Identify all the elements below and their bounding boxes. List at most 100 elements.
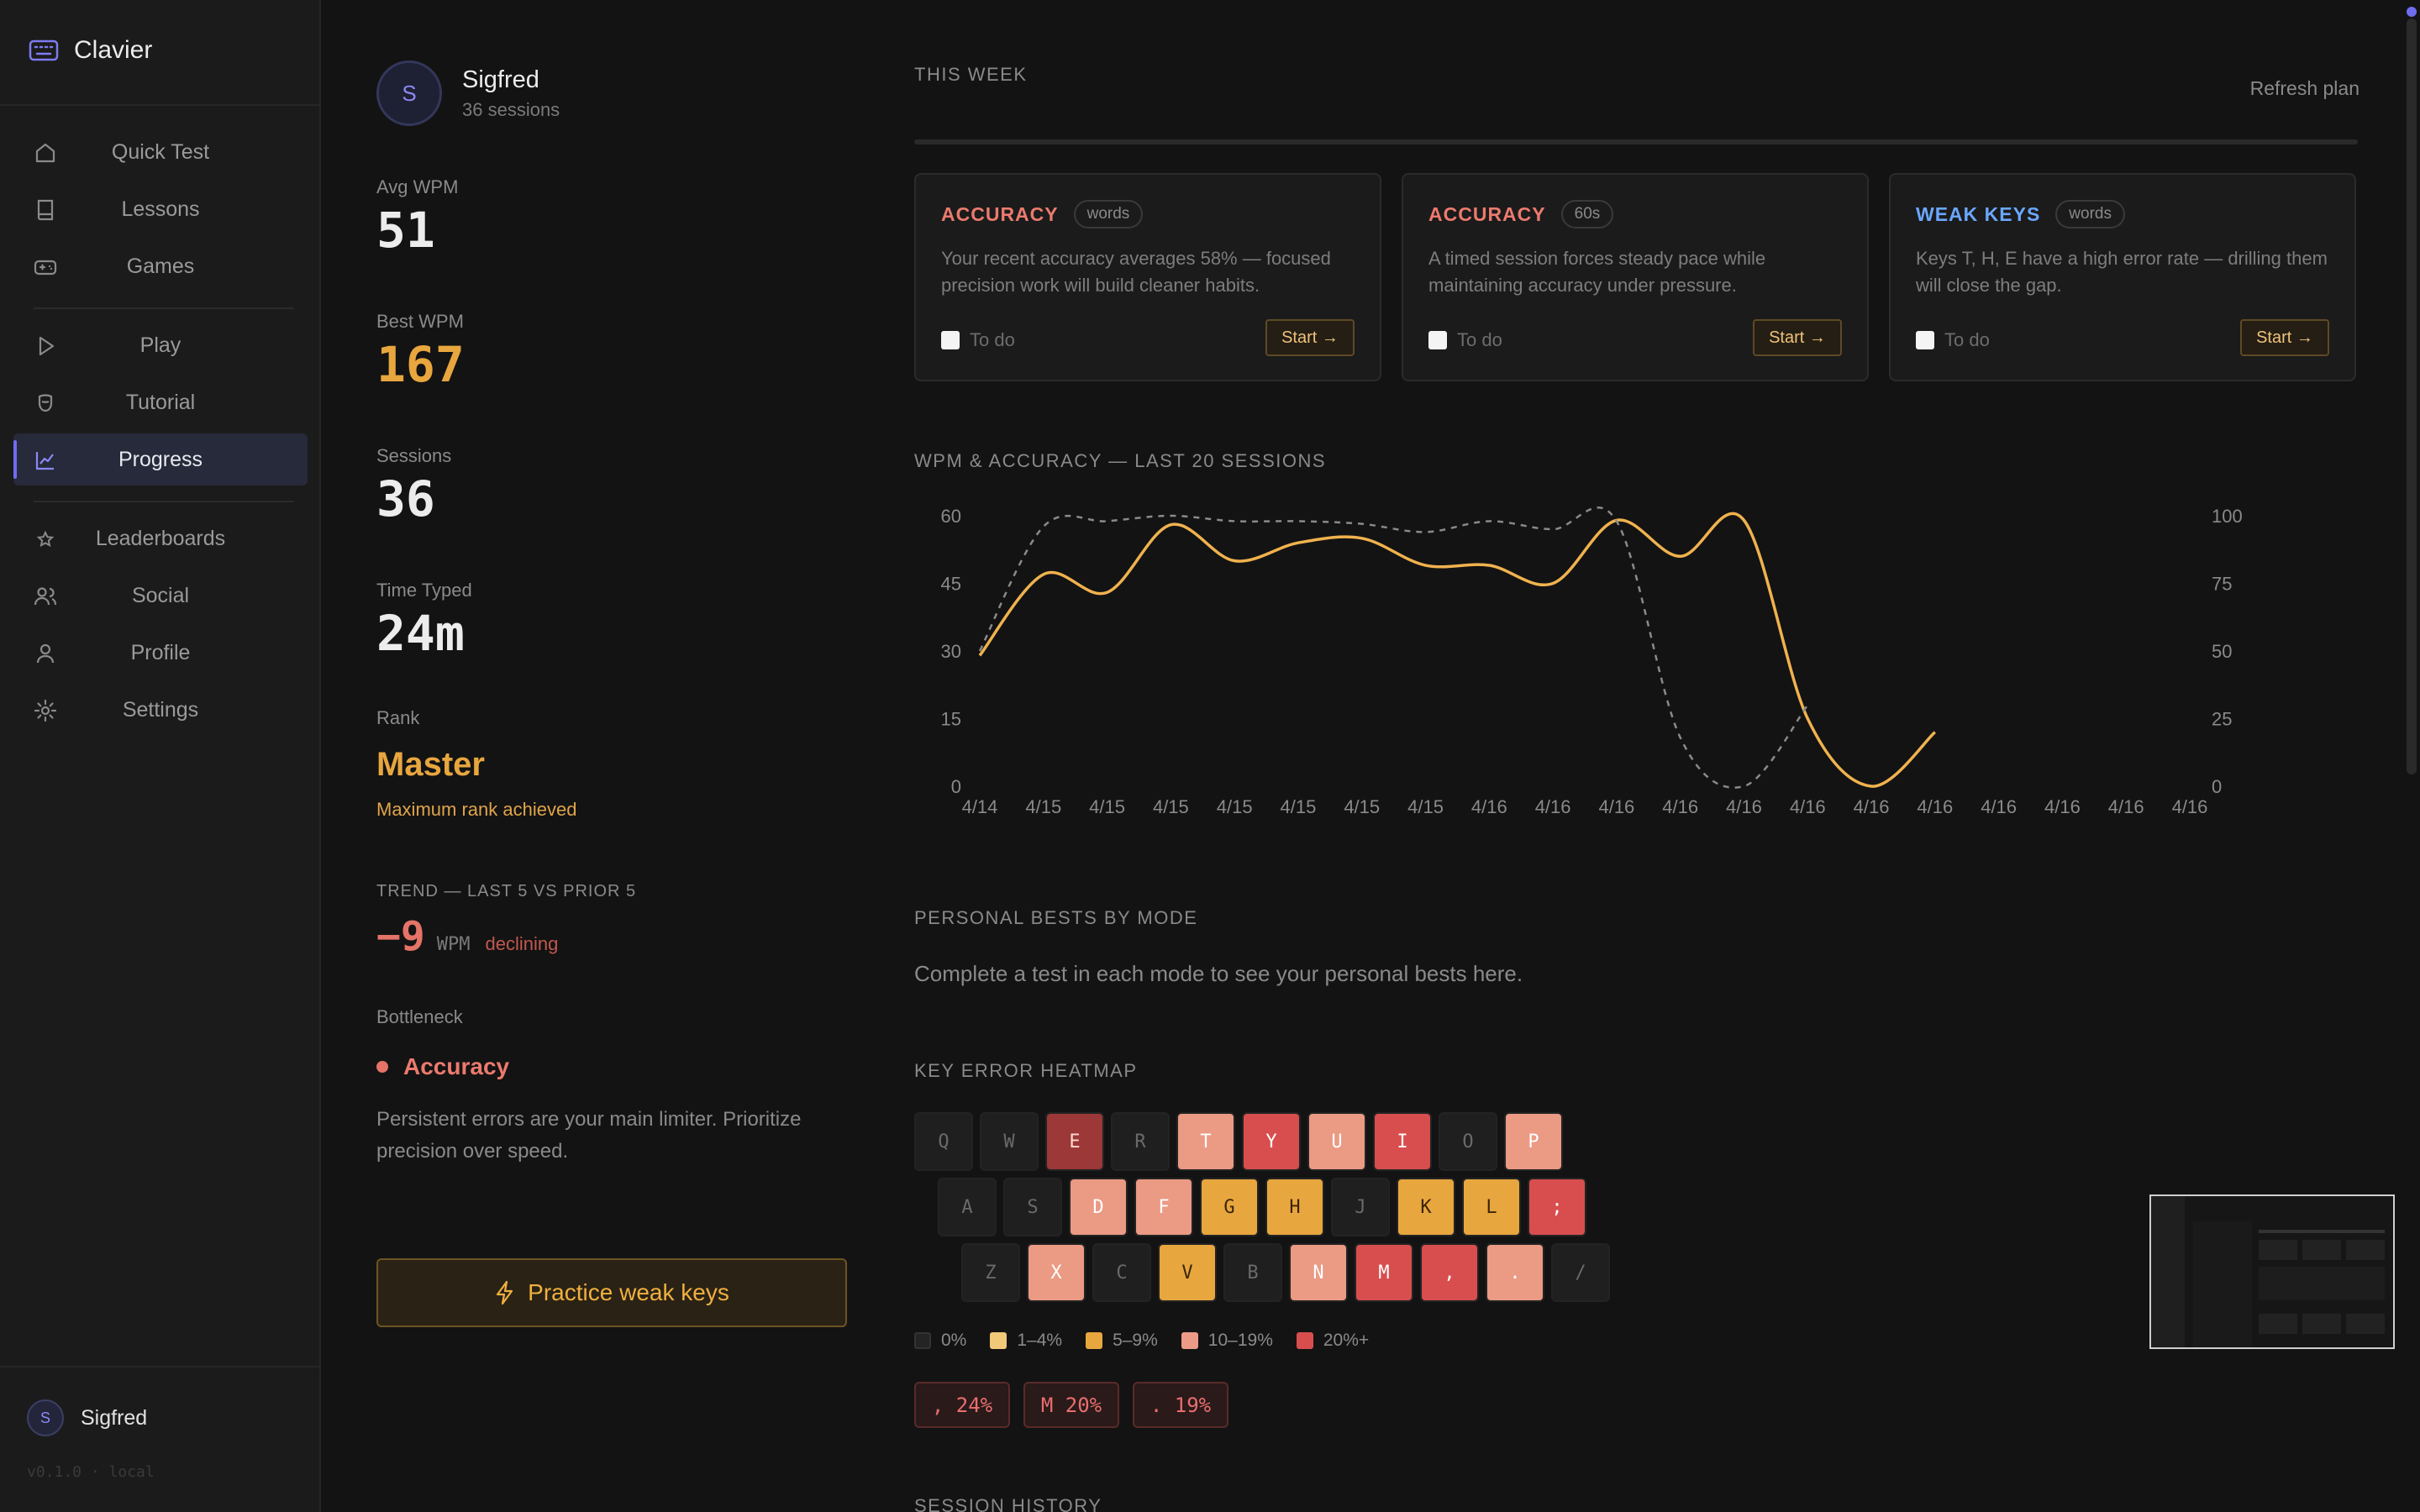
heatmap-key: R xyxy=(1111,1112,1170,1171)
x-tick-label: 4/16 xyxy=(1790,796,1826,817)
legend-label: 1–4% xyxy=(1017,1331,1063,1350)
stat-sessions: Sessions 36 xyxy=(376,445,451,528)
nav-item-tutorial[interactable]: Tutorial xyxy=(13,376,308,428)
divider xyxy=(0,1366,319,1368)
card-kind: ACCURACY xyxy=(941,202,1059,225)
mode-chip: words xyxy=(2055,200,2125,228)
legend-item: 0% xyxy=(914,1331,966,1351)
gear-icon xyxy=(34,699,57,722)
chart-line-icon xyxy=(35,452,54,470)
chart-title: WPM & ACCURACY — LAST 20 SESSIONS xyxy=(914,450,1327,471)
nav-item-social[interactable]: Social xyxy=(13,570,308,622)
mode-chip: words xyxy=(1073,200,1144,228)
trend-label: TREND — LAST 5 VS PRIOR 5 xyxy=(376,882,637,900)
plan-card: ACCURACY 60s A timed session forces stea… xyxy=(1402,173,1869,381)
plan-card: WEAK KEYS words Keys T, H, E have a high… xyxy=(1889,173,2356,381)
todo-toggle[interactable]: To do xyxy=(1428,329,1502,351)
nav-item-play[interactable]: Play xyxy=(13,319,308,371)
x-tick-label: 4/15 xyxy=(1281,796,1317,817)
legend-label: 5–9% xyxy=(1113,1331,1158,1350)
nav-label: Quick Test xyxy=(111,139,210,164)
start-button[interactable]: Start → xyxy=(2240,319,2329,356)
chart-svg: 0 15 30 45 60 0 25 50 75 100 4/14 4/15 4/15 4/15 4/15 4… xyxy=(941,506,2243,817)
nav-label: Games xyxy=(126,254,195,278)
nav-label: Leaderboards xyxy=(95,526,226,550)
heatmap-key: V xyxy=(1158,1243,1217,1302)
rank-sub: Maximum rank achieved xyxy=(376,799,577,820)
nav-item-quick-test[interactable]: Quick Test xyxy=(13,126,308,178)
y-left-tick-label: 15 xyxy=(941,709,961,730)
x-tick-label: 4/15 xyxy=(1217,796,1253,817)
scrollbar[interactable] xyxy=(2407,18,2417,774)
todo-checkbox[interactable] xyxy=(1428,331,1447,349)
x-tick-label: 4/16 xyxy=(1917,796,1953,817)
todo-label: To do xyxy=(1457,329,1502,350)
refresh-plan-button[interactable]: Refresh plan xyxy=(2249,77,2360,99)
wpm-accuracy-chart: 0 15 30 45 60 0 25 50 75 100 4/14 4/15 4/15 4/15 4/15 4… xyxy=(914,496,2358,840)
nav-item-games[interactable]: Games xyxy=(13,240,308,292)
todo-toggle[interactable]: To do xyxy=(1916,329,1990,351)
heatmap-key: W xyxy=(980,1112,1039,1171)
start-button[interactable]: Start → xyxy=(1265,319,1355,356)
start-button[interactable]: Start → xyxy=(1753,319,1842,356)
y-right-tick-label: 0 xyxy=(2212,776,2222,797)
todo-label: To do xyxy=(1944,329,1990,350)
trend-word: declining xyxy=(485,933,559,954)
x-tick-label: 4/16 xyxy=(1471,796,1507,817)
y-left-tick-label: 0 xyxy=(951,776,961,797)
legend-item: 5–9% xyxy=(1086,1331,1158,1351)
practice-weak-keys-button[interactable]: Practice weak keys xyxy=(376,1258,847,1327)
heatmap-key: J xyxy=(1331,1178,1390,1236)
home-icon xyxy=(35,143,55,163)
bottleneck-dot xyxy=(376,1061,388,1073)
stat-rank: Rank Master Maximum rank achieved xyxy=(376,707,576,821)
nav-item-leaderboards[interactable]: Leaderboards xyxy=(13,512,308,564)
nav-label: Settings xyxy=(122,697,199,722)
nav-item-profile[interactable]: Profile xyxy=(13,627,308,679)
heatmap-key: I xyxy=(1373,1112,1432,1171)
week-progress-bar xyxy=(914,139,2358,144)
session-count: 36 sessions xyxy=(462,98,560,120)
version-label: v0.1.0 · local xyxy=(27,1463,155,1481)
worst-key-badge: M 20% xyxy=(1023,1382,1119,1428)
heatmap-key: G xyxy=(1200,1178,1259,1236)
card-description: Your recent accuracy averages 58% — focu… xyxy=(941,248,1331,296)
heatmap-key: B xyxy=(1223,1243,1282,1302)
x-tick-label: 4/16 xyxy=(1726,796,1762,817)
wpm-series-line xyxy=(978,512,1937,788)
status-dot xyxy=(2407,7,2417,17)
nav-divider xyxy=(34,307,294,309)
todo-toggle[interactable]: To do xyxy=(941,329,1015,351)
user-icon xyxy=(36,643,55,664)
gamepad-icon xyxy=(34,260,57,276)
brand[interactable]: Clavier xyxy=(29,34,152,67)
todo-checkbox[interactable] xyxy=(1916,331,1934,349)
nav-item-lessons[interactable]: Lessons xyxy=(13,183,308,235)
page-minimap[interactable] xyxy=(2149,1194,2395,1349)
legend-swatch xyxy=(990,1332,1007,1349)
heatmap-key: N xyxy=(1289,1243,1348,1302)
x-tick-label: 4/16 xyxy=(1662,796,1698,817)
book-icon xyxy=(37,199,54,221)
y-right-tick-label: 50 xyxy=(2212,641,2232,662)
heatmap-key: , xyxy=(1420,1243,1479,1302)
nav-item-progress[interactable]: Progress xyxy=(13,433,308,486)
avatar: S xyxy=(27,1399,64,1436)
todo-checkbox[interactable] xyxy=(941,331,960,349)
mode-chip: 60s xyxy=(1560,200,1614,228)
nav-label: Play xyxy=(139,333,182,357)
sidebar-user[interactable]: S Sigfred xyxy=(27,1399,147,1436)
stat-avg-wpm: Avg WPM 51 xyxy=(376,176,458,259)
heatmap-key: Q xyxy=(914,1112,973,1171)
stat-label: Rank xyxy=(376,707,420,728)
this-week-title: THIS WEEK xyxy=(914,64,1028,85)
heatmap-key: C xyxy=(1092,1243,1151,1302)
avatar: S xyxy=(376,60,442,126)
heatmap-key: D xyxy=(1069,1178,1128,1236)
stat-value: 167 xyxy=(376,336,465,393)
nav-item-settings[interactable]: Settings xyxy=(13,684,308,736)
x-tick-label: 4/15 xyxy=(1025,796,1061,817)
legend-item: 20%+ xyxy=(1296,1331,1369,1351)
legend-item: 1–4% xyxy=(990,1331,1062,1351)
profile-summary: S Sigfred 36 sessions xyxy=(376,60,560,126)
